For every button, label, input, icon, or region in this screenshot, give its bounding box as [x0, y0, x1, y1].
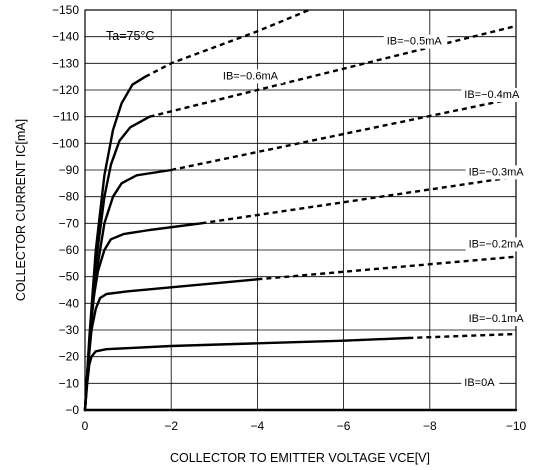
- series-dashed-5: [144, 8, 310, 78]
- series-solid-2: [83, 222, 203, 412]
- x-tick-label: −2: [164, 419, 178, 433]
- series-solid-5: [83, 75, 147, 412]
- series-dashed-2: [201, 175, 517, 225]
- x-tick-labels: 0 −2 −4 −6 −8 −10: [82, 419, 527, 433]
- series-solid-3: [83, 168, 173, 412]
- curve-label-bg: [461, 88, 525, 102]
- y-tick-label: −90: [59, 163, 80, 177]
- x-tick-label: −6: [337, 419, 351, 433]
- y-tick-label: −110: [53, 110, 79, 124]
- y-tick-label: −100: [52, 136, 79, 150]
- curve-label: IB=−0.2mA: [469, 238, 525, 250]
- temperature-annotation: Ta=75°C: [106, 29, 154, 43]
- plot-frame: [84, 9, 517, 411]
- y-tick-label: −40: [59, 296, 80, 310]
- y-tick-label: −150: [52, 3, 79, 17]
- curve-label: IB=−0.3mA: [469, 166, 525, 178]
- y-tick-label: −140: [52, 30, 79, 44]
- series-dashed-0: [408, 332, 517, 340]
- y-tick-label: −30: [59, 323, 80, 337]
- x-tick-label: −8: [423, 419, 437, 433]
- grid-lines: [84, 9, 517, 411]
- y-tick-label: −120: [52, 83, 79, 97]
- series-dashed-1: [257, 255, 517, 281]
- curve-label-bg: [465, 165, 530, 180]
- series-solid-0: [83, 336, 410, 412]
- y-tick-label: −60: [59, 243, 80, 257]
- curve-label-bg: [465, 237, 530, 252]
- y-tick-label: −20: [59, 350, 80, 364]
- y-axis-title: COLLECTOR CURRENT IC[mA]: [14, 119, 28, 301]
- curve-labels: IB=−0.6mA IB=−0.5mA IB=−0.4mA IB=−0.3mA IB=−…: [219, 34, 530, 390]
- x-tick-label: 0: [82, 419, 89, 433]
- y-tick-label: −0: [65, 403, 79, 417]
- curve-label-bg: [383, 34, 448, 49]
- y-tick-labels: −0 −10 −20 −30 −40 −50 −60 −70 −80 −90 −100 −110 −12…: [52, 3, 79, 417]
- y-tick-label: −10: [59, 376, 80, 390]
- y-tick-label: −80: [59, 190, 80, 204]
- y-tick-label: −50: [59, 270, 80, 284]
- curve-label: IB=−0.1mA: [469, 313, 525, 325]
- curves: [83, 8, 518, 412]
- x-tick-label: −4: [251, 419, 265, 433]
- x-axis-title: COLLECTOR TO EMITTER VOLTAGE VCE[V]: [170, 451, 430, 465]
- curve-label: IB=−0.4mA: [464, 89, 520, 101]
- y-tick-label: −130: [52, 56, 79, 70]
- curve-label: IB=−0.5mA: [387, 36, 443, 48]
- series-dashed-4: [149, 24, 517, 118]
- curve-label: IB=−0.6mA: [223, 70, 279, 82]
- y-tick-label: −70: [59, 216, 80, 230]
- curve-label-bg: [219, 69, 284, 84]
- curve-label: IB=0A: [464, 377, 495, 389]
- curve-label-bg: [465, 312, 530, 326]
- curve-label-bg: [461, 376, 500, 390]
- series-dashed-3: [170, 96, 517, 172]
- x-tick-label: −10: [506, 419, 527, 433]
